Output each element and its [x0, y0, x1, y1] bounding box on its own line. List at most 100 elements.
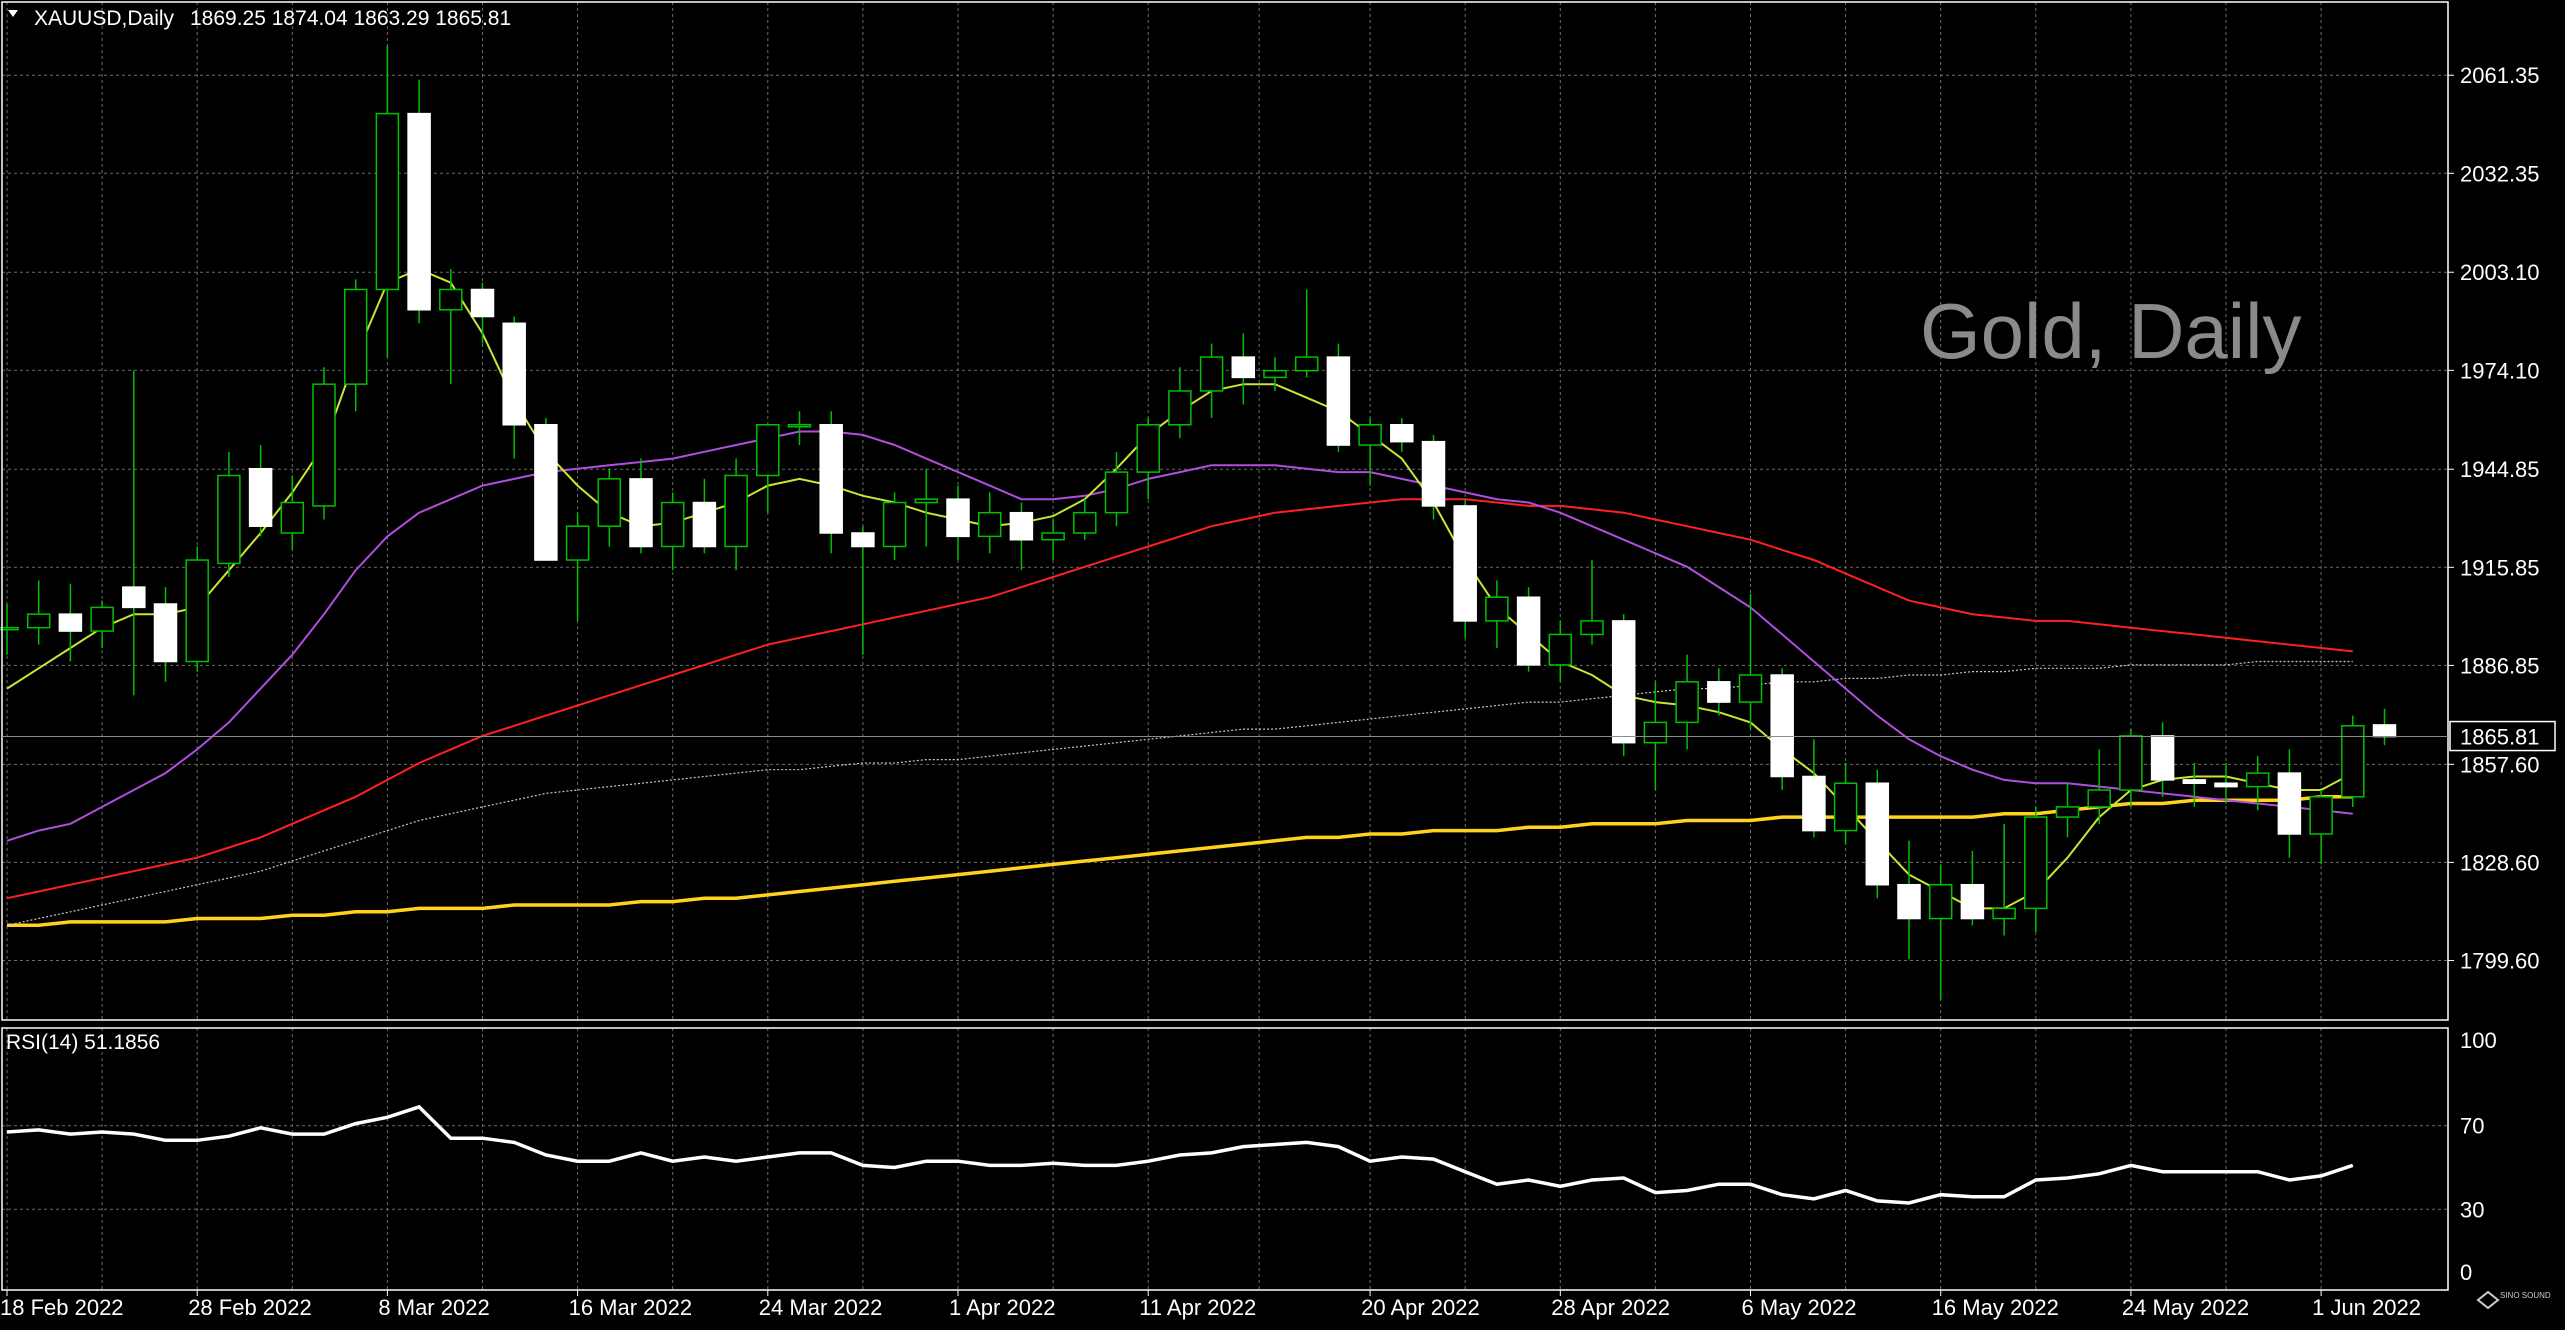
time-tick-label: 1 Jun 2022 [2312, 1295, 2421, 1320]
time-tick-label: 28 Feb 2022 [188, 1295, 312, 1320]
broker-logo: SINO SOUND [2476, 1290, 2551, 1310]
time-tick-label: 24 May 2022 [2122, 1295, 2249, 1320]
rsi-line [6, 1104, 2354, 1205]
candle-bull [26, 613, 51, 629]
price-tick-label: 1828.60 [2460, 850, 2540, 875]
price-tick-label: 2061.35 [2460, 63, 2540, 88]
candle-bull [1992, 907, 2016, 920]
candle-bull [1928, 883, 1953, 920]
candle-bull [1263, 369, 1287, 379]
time-tick-label: 16 Mar 2022 [569, 1295, 693, 1320]
time-tick-label: 16 May 2022 [1932, 1295, 2059, 1320]
candle-bull [1675, 681, 1699, 724]
candle-bear [1421, 440, 1446, 507]
candle-bear [1960, 883, 1985, 920]
time-tick-label: 18 Feb 2022 [0, 1295, 124, 1320]
price-tick-label: 1857.60 [2460, 752, 2540, 777]
candle-bull [90, 606, 114, 632]
candle-bull [1168, 390, 1192, 426]
candle-bull [660, 501, 685, 548]
candle-bull [2341, 725, 2365, 798]
time-tick-label: 24 Mar 2022 [759, 1295, 883, 1320]
time-axis: 18 Feb 2022 28 Feb 2022 8 Mar 2022 16 Mar 2… [0, 1290, 2421, 1320]
candle-bull [0, 626, 19, 631]
candle-bull [1358, 424, 1382, 446]
candle-bull [280, 501, 305, 534]
candle-bear [1453, 505, 1477, 622]
candle-bear [58, 613, 83, 632]
rsi-panel-frame [1, 1027, 2449, 1291]
candle-bear [2182, 779, 2207, 785]
symbol-label: XAUUSD,Daily [34, 7, 175, 30]
candle-bear [1770, 674, 1794, 778]
time-tick-label: 1 Apr 2022 [949, 1295, 1055, 1320]
time-tick-label: 8 Mar 2022 [378, 1295, 489, 1320]
candle-bear [946, 498, 970, 538]
candle-bull [1485, 596, 1509, 622]
candle-bull [2245, 772, 2270, 788]
candle-bear [153, 603, 178, 663]
price-tick-label: 1944.85 [2460, 457, 2540, 482]
candle-bear [470, 288, 495, 318]
candle-bull [1199, 356, 1224, 392]
time-tick-label: 20 Apr 2022 [1361, 1295, 1480, 1320]
candle-bull [1073, 511, 1097, 534]
ma-200-line [7, 795, 2353, 928]
candle-bull [1580, 620, 1604, 636]
candle-bull [1294, 356, 1319, 372]
last-price-label: 1865.81 [2460, 725, 2540, 750]
candle-bull [1136, 424, 1160, 473]
candle-bear [2150, 735, 2175, 781]
candle-bear [2277, 772, 2302, 835]
candle-bull [375, 112, 400, 291]
candle-bear [1009, 511, 1034, 541]
ma-mid-line [6, 430, 2353, 842]
candle-bear [502, 322, 526, 426]
rsi-label: RSI(14) 51.1856 [6, 1031, 160, 1054]
price-tick-label: 1915.85 [2460, 555, 2540, 580]
last-price-box [2449, 720, 2556, 752]
candle-bear [819, 424, 843, 534]
ma-100-line [6, 660, 2353, 926]
candle-bear [1611, 620, 1636, 744]
candle-bull [1833, 782, 1858, 832]
grid-lines [2, 2, 2448, 1290]
rsi-panel [6, 1104, 2354, 1205]
candle-bull [343, 288, 368, 385]
candle-bull [787, 424, 812, 428]
price-tick-label: 2032.35 [2460, 161, 2540, 186]
candle-bear [1802, 775, 1826, 832]
price-tick-label: 1799.60 [2460, 948, 2540, 973]
rsi-tick-label: 70 [2460, 1114, 2484, 1139]
candle-bull [1738, 674, 1763, 703]
rsi-tick-label: 30 [2460, 1197, 2484, 1222]
candle-bear [629, 478, 653, 548]
candles [0, 45, 2397, 1000]
candle-bear [407, 112, 431, 311]
candle-bull [2087, 789, 2111, 808]
candle-bull [597, 478, 622, 527]
candle-bull [217, 474, 241, 565]
candle-bull [977, 511, 1002, 538]
candle-bull [914, 498, 939, 504]
price-tick-label: 1974.10 [2460, 358, 2540, 383]
candle-bear [1707, 681, 1731, 703]
ohlc-label: 1869.25 1874.04 1863.29 1865.81 [190, 7, 511, 30]
candle-bull [2055, 806, 2080, 818]
symbol-menu-arrow-icon[interactable] [8, 10, 18, 17]
candle-bull [882, 501, 907, 548]
candle-bull [756, 424, 780, 477]
candle-bear [1516, 596, 1541, 666]
candle-bull [2119, 735, 2143, 791]
candle-bull [1041, 532, 1065, 541]
price-tick-label: 1886.85 [2460, 653, 2540, 678]
main-panel-frame [1, 1, 2449, 1021]
time-tick-label: 28 Apr 2022 [1551, 1295, 1670, 1320]
candle-bear [534, 424, 558, 561]
candle-bear [122, 586, 146, 609]
candle-bear [1390, 424, 1414, 443]
watermark: Gold, Daily [1920, 287, 2301, 375]
logo-text: SINO SOUND [2500, 1291, 2551, 1300]
